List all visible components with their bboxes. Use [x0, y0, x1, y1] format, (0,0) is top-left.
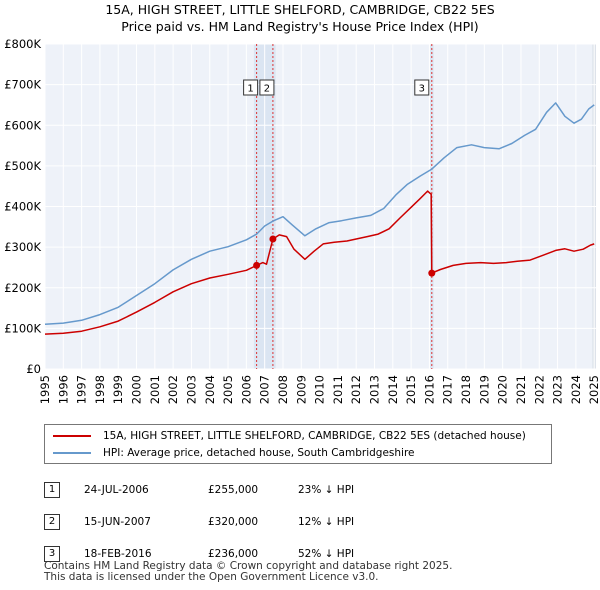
y-tick-label: £400K: [4, 200, 41, 214]
transactions-table: 1 24-JUL-2006 £255,000 23% ↓ HPI 2 15-JU…: [44, 474, 354, 570]
x-tick-label: 2009: [294, 375, 308, 404]
transaction-number: 2: [44, 514, 60, 530]
table-row: 2 15-JUN-2007 £320,000 12% ↓ HPI: [44, 506, 354, 538]
footer: Contains HM Land Registry data © Crown c…: [44, 561, 452, 583]
sale-number-box: 2: [259, 79, 275, 96]
x-tick-label: 2013: [368, 375, 382, 404]
sale-point: [428, 269, 436, 277]
sale-point: [253, 261, 261, 269]
price-chart: £0 £100K £200K £300K £400K £500K £600K £700K £80…: [4, 37, 600, 404]
x-tick-label: 2003: [184, 375, 198, 404]
y-tick-label: £600K: [4, 118, 41, 132]
chart-title: 15A, HIGH STREET, LITTLE SHELFORD, CAMBR…: [105, 2, 495, 17]
x-tick-label: 1996: [56, 375, 70, 404]
sale-number-frame: [414, 79, 430, 96]
x-tick-label: 2022: [532, 375, 546, 404]
x-tick-label: 2019: [477, 375, 491, 404]
x-tick-label: 2020: [496, 375, 510, 404]
footer-copyright: Contains HM Land Registry data © Crown c…: [44, 560, 453, 572]
x-tick-label: 2015: [404, 375, 418, 404]
y-tick-label: £800K: [4, 37, 41, 51]
x-tick-label: 2001: [148, 375, 162, 404]
sale-point: [269, 235, 277, 243]
hpi-line: [44, 102, 595, 326]
sale-number-box: 1: [243, 79, 259, 96]
x-tick-label: 2007: [258, 375, 272, 404]
transaction-price: £320,000: [208, 516, 259, 528]
x-tick-label: 2025: [587, 375, 600, 404]
x-tick-label: 2014: [386, 375, 400, 404]
x-tick-label: 1999: [111, 375, 125, 404]
x-tick-label: 2006: [239, 375, 253, 404]
legend-item-property: 15A, HIGH STREET, LITTLE SHELFORD, CAMBR…: [53, 428, 526, 444]
legend: 15A, HIGH STREET, LITTLE SHELFORD, CAMBR…: [44, 424, 552, 464]
legend-swatch-hpi: [53, 452, 91, 454]
x-tick-label: 2011: [331, 375, 345, 404]
sale-number-label: 3: [419, 84, 425, 95]
x-tick-label: 1997: [75, 375, 89, 404]
x-tick-label: 2010: [313, 375, 327, 404]
y-tick-label: £300K: [4, 240, 41, 254]
footer-licence: This data is licensed under the Open Gov…: [44, 571, 379, 583]
x-tick-label: 2018: [459, 375, 473, 404]
sale-number-frame: [243, 79, 259, 96]
y-tick-label: £200K: [4, 281, 41, 295]
legend-label-hpi: HPI: Average price, detached house, Sout…: [103, 447, 415, 459]
x-tick-label: 2021: [514, 375, 528, 404]
x-tick-label: 2023: [551, 375, 565, 404]
transaction-number: 1: [44, 482, 60, 498]
x-tick-label: 2017: [441, 375, 455, 404]
legend-label-property: 15A, HIGH STREET, LITTLE SHELFORD, CAMBR…: [103, 430, 526, 442]
y-tick-label: £100K: [4, 321, 41, 335]
transaction-delta: 52% ↓ HPI: [298, 548, 355, 560]
x-tick-label: 1998: [93, 375, 107, 404]
sale-number-label: 2: [264, 84, 270, 95]
transaction-number: 3: [44, 546, 60, 562]
x-tick-label: 2012: [349, 375, 363, 404]
sale-number-label: 1: [247, 84, 253, 95]
x-tick-label: 2005: [221, 375, 235, 404]
transaction-delta: 23% ↓ HPI: [298, 484, 355, 496]
x-tick-label: 2002: [166, 375, 180, 404]
transaction-delta: 12% ↓ HPI: [298, 516, 355, 528]
x-tick-label: 1995: [38, 375, 52, 404]
y-tick-label: £0: [26, 362, 41, 376]
x-tick-label: 2000: [130, 375, 144, 404]
transaction-date: 18-FEB-2016: [84, 548, 152, 560]
legend-item-hpi: HPI: Average price, detached house, Sout…: [53, 445, 415, 461]
x-tick-label: 2004: [203, 375, 217, 404]
y-tick-label: £700K: [4, 78, 41, 92]
legend-swatch-property: [53, 435, 91, 437]
transaction-date: 24-JUL-2006: [84, 484, 149, 496]
transaction-date: 15-JUN-2007: [84, 516, 151, 528]
table-row: 3 18-FEB-2016 £236,000 52% ↓ HPI: [44, 538, 354, 570]
x-tick-label: 2016: [422, 375, 436, 404]
sale-number-box: 3: [414, 79, 430, 96]
x-tick-label: 2024: [569, 375, 583, 404]
y-tick-label: £500K: [4, 159, 41, 173]
sale-number-frame: [259, 79, 275, 96]
chart-subtitle: Price paid vs. HM Land Registry's House …: [121, 19, 479, 34]
property-price-line: [44, 190, 595, 335]
transaction-price: £255,000: [208, 484, 259, 496]
table-row: 1 24-JUL-2006 £255,000 23% ↓ HPI: [44, 474, 354, 506]
transaction-price: £236,000: [208, 548, 259, 560]
x-tick-label: 2008: [276, 375, 290, 404]
